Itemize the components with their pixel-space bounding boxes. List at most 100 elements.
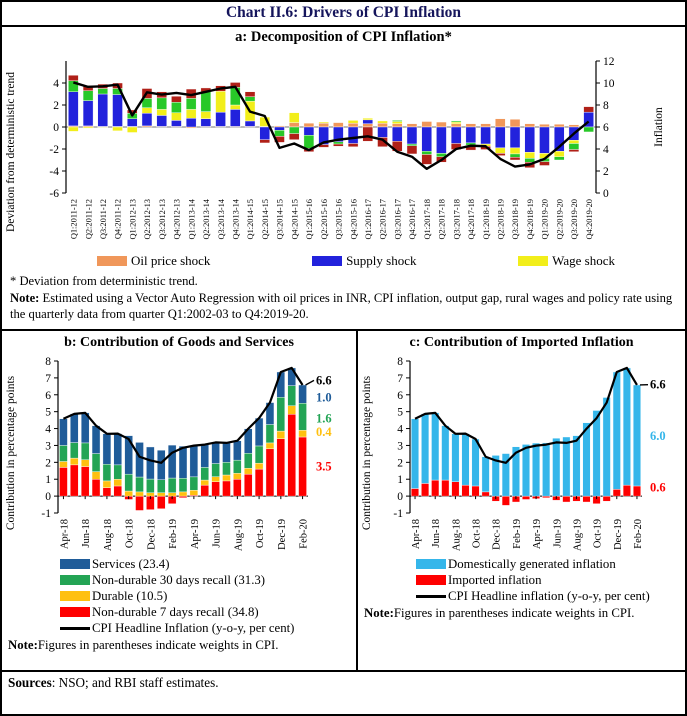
svg-text:7: 7 — [397, 373, 403, 385]
svg-text:Q1:2018-19: Q1:2018-19 — [482, 199, 491, 239]
panel-b-note: Note:Figures in parentheses indicate wei… — [2, 636, 356, 653]
svg-text:Oct-19: Oct-19 — [255, 519, 266, 548]
svg-text:Dec-19: Dec-19 — [277, 519, 288, 550]
svg-text:-1: -1 — [41, 508, 51, 520]
svg-text:7: 7 — [45, 373, 51, 385]
svg-text:Feb-19: Feb-19 — [512, 519, 523, 549]
svg-text:Jun-18: Jun-18 — [431, 519, 442, 548]
decomposition-chart: 4 2 0 -2 -4 -6 12 10 8 6 4 2 0 Q1:2011-12 Q2:2011-12 Q3… — [5, 56, 665, 239]
svg-text:Q2:2014-15: Q2:2014-15 — [261, 199, 270, 239]
svg-text:Dec-18: Dec-18 — [492, 519, 503, 550]
svg-text:Q3:2011-12: Q3:2011-12 — [99, 199, 108, 239]
svg-text:Feb-19: Feb-19 — [168, 519, 179, 549]
panel-c-note: Note:Figures in parentheses indicate wei… — [358, 604, 685, 621]
color-swatch-icon — [312, 256, 343, 266]
svg-text:Feb-20: Feb-20 — [633, 519, 644, 549]
footnote-star: * Deviation from deterministic trend. — [10, 274, 198, 288]
legend-label: Services (23.4) — [92, 556, 170, 571]
color-swatch-icon — [518, 256, 549, 266]
svg-text:Q2:2012-13: Q2:2012-13 — [143, 199, 152, 239]
svg-text:0: 0 — [53, 122, 59, 134]
svg-text:Q4:2019-20: Q4:2019-20 — [585, 199, 594, 239]
svg-text:8: 8 — [397, 356, 403, 368]
svg-text:6.6: 6.6 — [650, 377, 666, 391]
svg-text:-6: -6 — [49, 188, 59, 200]
svg-text:4: 4 — [397, 423, 403, 435]
svg-text:Aug-19: Aug-19 — [572, 519, 583, 551]
note-label: Note: — [10, 290, 40, 305]
svg-text:Q2:2015-16: Q2:2015-16 — [320, 199, 329, 239]
page-title: Chart II.6: Drivers of CPI Inflation — [225, 4, 462, 21]
svg-text:Q3:2015-16: Q3:2015-16 — [335, 199, 344, 239]
svg-text:Q4:2013-14: Q4:2013-14 — [231, 198, 240, 239]
svg-text:Q3:2017-18: Q3:2017-18 — [452, 199, 461, 239]
title-row: Chart II.6: Drivers of CPI Inflation — [2, 2, 685, 27]
svg-text:1: 1 — [397, 474, 403, 486]
color-swatch-icon — [60, 607, 90, 618]
svg-text:Q1:2014-15: Q1:2014-15 — [246, 199, 255, 239]
legend-label: Wage shock — [552, 253, 615, 268]
panel-c-legend: Domestically generated inflation Imported… — [416, 557, 685, 604]
legend-item: Non-durable 30 days recall (31.3) — [60, 573, 356, 588]
svg-text:2: 2 — [397, 457, 403, 469]
svg-text:Q4:2016-17: Q4:2016-17 — [408, 199, 417, 239]
svg-text:Apr-18: Apr-18 — [411, 519, 422, 549]
color-swatch-icon — [416, 559, 446, 570]
legend-item: Durable (10.5) — [60, 589, 356, 604]
svg-text:Q2:2013-14: Q2:2013-14 — [202, 198, 211, 239]
line-swatch-icon — [416, 594, 446, 598]
svg-text:Q3:2013-14: Q3:2013-14 — [217, 198, 226, 239]
svg-text:0: 0 — [603, 188, 609, 200]
panel-c-title: c: Contribution of Imported Inflation — [409, 334, 634, 350]
svg-text:Q1:2011-12: Q1:2011-12 — [70, 199, 79, 239]
svg-text:0: 0 — [45, 491, 51, 503]
legend-label: Supply shock — [346, 253, 417, 268]
svg-text:8: 8 — [45, 356, 51, 368]
svg-text:Inflation: Inflation — [653, 107, 665, 147]
svg-text:-4: -4 — [49, 166, 59, 178]
svg-text:6: 6 — [45, 390, 51, 402]
svg-text:Feb-20: Feb-20 — [299, 519, 310, 549]
svg-text:2: 2 — [45, 457, 51, 469]
svg-text:Q4:2012-13: Q4:2012-13 — [173, 199, 182, 239]
svg-text:8: 8 — [603, 100, 609, 112]
legend-item: Non-durable 7 days recall (34.8) — [60, 605, 356, 620]
legend-item: Wage shock — [518, 253, 615, 269]
svg-text:Q3:2019-20: Q3:2019-20 — [570, 199, 579, 239]
svg-text:12: 12 — [603, 56, 615, 68]
svg-text:1: 1 — [45, 474, 51, 486]
legend-item: Services (23.4) — [60, 557, 356, 572]
svg-text:Jun-19: Jun-19 — [552, 519, 563, 548]
svg-text:5: 5 — [45, 406, 51, 418]
panel-c: c: Contribution of Imported Inflation 8 7… — [356, 330, 685, 670]
svg-text:1.6: 1.6 — [316, 411, 332, 425]
svg-text:Jun-18: Jun-18 — [81, 519, 92, 548]
svg-text:3: 3 — [45, 440, 51, 452]
color-swatch-icon — [60, 591, 90, 602]
svg-text:Oct-18: Oct-18 — [472, 519, 483, 548]
svg-text:Q4:2018-19: Q4:2018-19 — [526, 199, 535, 239]
legend-label: CPI Headline Inflation (y-o-y, per cent) — [92, 620, 295, 635]
svg-text:2: 2 — [53, 100, 59, 112]
svg-text:6: 6 — [603, 122, 609, 134]
svg-text:0.6: 0.6 — [650, 480, 666, 494]
sources-label: Sources — [8, 674, 52, 690]
footnote-note: Note: Estimated using a Vector Auto Regr… — [10, 290, 677, 323]
svg-text:Aug-19: Aug-19 — [233, 519, 244, 551]
svg-text:6.0: 6.0 — [650, 429, 666, 443]
bars-layer — [59, 367, 307, 511]
svg-text:2: 2 — [603, 166, 609, 178]
color-swatch-icon — [97, 256, 127, 266]
svg-text:Dec-19: Dec-19 — [613, 519, 624, 550]
bars-layer — [411, 367, 641, 506]
legend-label: Domestically generated inflation — [448, 556, 616, 571]
line-layer — [414, 366, 638, 464]
svg-text:Q2:2016-17: Q2:2016-17 — [379, 199, 388, 239]
svg-text:Q1:2013-14: Q1:2013-14 — [187, 198, 196, 239]
svg-text:10: 10 — [603, 78, 615, 90]
svg-text:5: 5 — [397, 406, 403, 418]
panel-a-title: a: Decomposition of CPI Inflation* — [235, 29, 452, 45]
note-text: Figures in parentheses indicate weights … — [393, 605, 635, 620]
legend-label: Durable (10.5) — [92, 588, 168, 603]
